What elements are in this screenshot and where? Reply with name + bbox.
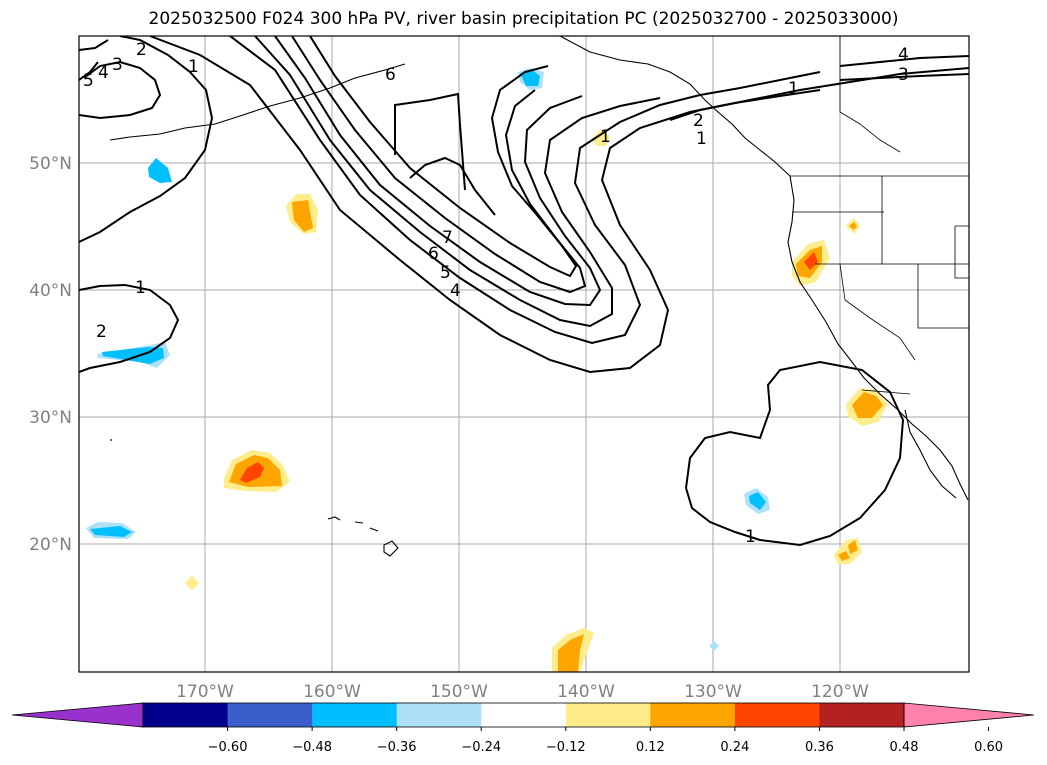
colorbar: −0.60 −0.48 −0.36 −0.24 −0.12 0.12 0.24 0.36 0.4…: [11, 702, 1035, 755]
map-frame: [78, 35, 970, 673]
contour-label: 4: [450, 281, 461, 301]
colorbar-segment: [650, 703, 736, 727]
colorbar-tick-label: 0.12: [636, 740, 665, 755]
colorbar-tick-label: −0.48: [292, 740, 332, 755]
colorbar-tick-label: −0.12: [546, 740, 586, 755]
contour-label: 1: [696, 129, 707, 149]
lon-tick-label: 150°W: [430, 682, 488, 702]
colorbar-segment: [565, 703, 651, 727]
lat-tick-label: 30°N: [29, 408, 72, 428]
contour-label: 1: [788, 79, 799, 99]
lon-tick-label: 130°W: [684, 682, 742, 702]
map-title: 2025032500 F024 300 hPa PV, river basin …: [148, 9, 899, 29]
precip-shading: [86, 68, 888, 672]
contour-label: 4: [898, 45, 909, 65]
coastlines: [109, 36, 969, 557]
lat-tick-label: 20°N: [29, 535, 72, 555]
map-area: 2 3 4 5 1 6 2 1 1 7 6 5 4 2 1 4 3 1 1: [79, 36, 969, 672]
colorbar-extend-high: [904, 703, 1034, 727]
lat-axis: 50°N 40°N 30°N 20°N: [29, 154, 72, 555]
contour-label: 3: [112, 55, 123, 75]
contour-label: 6: [428, 244, 439, 264]
borders: [790, 36, 969, 395]
contour-label: 1: [600, 127, 611, 147]
pv-contours: [79, 36, 969, 547]
colorbar-extend-low: [12, 703, 143, 727]
lon-tick-label: 160°W: [303, 682, 361, 702]
colorbar-tick-label: −0.36: [377, 740, 417, 755]
lon-tick-label: 140°W: [557, 682, 615, 702]
lat-tick-label: 40°N: [29, 281, 72, 301]
contour-label: 7: [442, 228, 453, 248]
colorbar-tick-label: 0.60: [974, 740, 1003, 755]
lat-tick-label: 50°N: [29, 154, 72, 174]
contour-label: 1: [745, 527, 756, 547]
contour-label: 1: [135, 278, 146, 298]
contour-label: 2: [96, 322, 107, 342]
colorbar-segment: [481, 703, 567, 727]
contour-label: 4: [98, 63, 109, 83]
colorbar-tick-label: 0.48: [890, 740, 919, 755]
colorbar-tick-label: −0.24: [461, 740, 501, 755]
colorbar-segment: [312, 703, 398, 727]
gridlines: [79, 36, 969, 672]
colorbar-tick-label: 0.36: [805, 740, 834, 755]
contour-label: 5: [83, 71, 94, 91]
lon-axis: 170°W 160°W 150°W 140°W 130°W 120°W: [176, 682, 869, 702]
lon-tick-label: 120°W: [811, 682, 869, 702]
contour-label: 6: [385, 65, 396, 85]
colorbar-segment: [734, 703, 820, 727]
contour-label: 3: [898, 65, 909, 85]
colorbar-segment: [396, 703, 482, 727]
colorbar-segment: [227, 703, 313, 727]
contour-label: 2: [136, 40, 147, 60]
contour-labels: 2 3 4 5 1 6 2 1 1 7 6 5 4 2 1 4 3 1 1: [83, 40, 909, 547]
contour-label: 2: [693, 111, 704, 131]
contour-label: 5: [440, 263, 451, 283]
colorbar-tick-label: 0.24: [720, 740, 749, 755]
colorbar-segment: [819, 703, 905, 727]
contour-label: 1: [188, 57, 199, 77]
colorbar-tick-label: −0.60: [208, 740, 248, 755]
colorbar-segment: [143, 703, 229, 727]
lon-tick-label: 170°W: [176, 682, 234, 702]
